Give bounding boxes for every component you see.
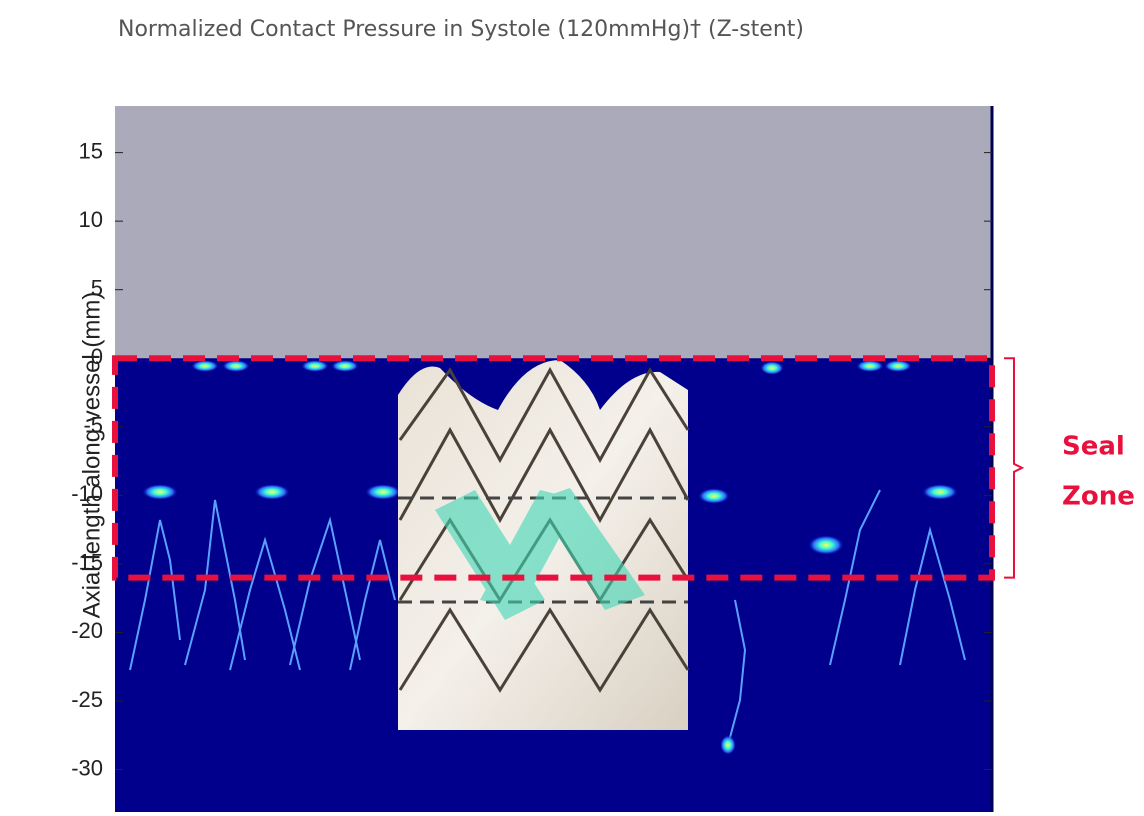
y-tick-label: 10 (79, 207, 103, 232)
annotation: Seal (1062, 432, 1125, 462)
hot-spot (808, 535, 844, 555)
hot-spot (884, 360, 912, 372)
hot-spot (254, 484, 290, 500)
chart-title: Normalized Contact Pressure in Systole (… (118, 17, 804, 42)
hot-spot (922, 484, 958, 500)
y-tick-label: -10 (71, 481, 103, 506)
chart: Normalized Contact Pressure in Systole (… (0, 0, 1144, 812)
hot-spot (365, 484, 401, 500)
page: Normalized Contact Pressure in Systole (… (0, 0, 1144, 812)
hot-spot (856, 360, 884, 372)
hot-spot (331, 360, 359, 372)
hot-spot (222, 360, 250, 372)
y-tick-label: 5 (91, 276, 103, 301)
hot-spot (760, 361, 784, 375)
y-tick-label: -20 (71, 618, 103, 643)
no-contact-region (115, 106, 992, 358)
y-tick-label: -25 (71, 687, 103, 712)
y-tick-label: 15 (79, 138, 103, 163)
seal-zone-bracket (1004, 358, 1022, 577)
y-tick-label: -5 (83, 413, 103, 438)
hot-spot (142, 484, 178, 500)
hot-spot (720, 735, 736, 755)
hot-spot (301, 360, 329, 372)
annotation: Zone (1062, 482, 1135, 512)
y-tick-label: 0 (91, 344, 103, 369)
stent-photo (398, 360, 688, 730)
y-tick-label: -30 (71, 755, 103, 780)
hot-spot (191, 360, 219, 372)
hot-spot (698, 488, 730, 504)
y-tick-label: -15 (71, 550, 103, 575)
